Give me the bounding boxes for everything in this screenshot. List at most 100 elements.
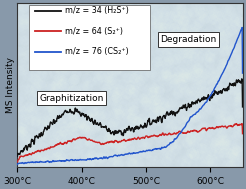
Point <box>225 48 229 51</box>
Point <box>202 125 206 128</box>
Point <box>180 60 184 63</box>
Point <box>140 88 144 91</box>
Point <box>208 55 212 58</box>
Point <box>62 116 66 119</box>
Point <box>235 142 239 145</box>
Point <box>142 91 146 94</box>
Point <box>239 96 243 99</box>
Point <box>211 58 215 61</box>
Point <box>223 69 227 72</box>
Point <box>219 91 223 94</box>
Point <box>203 77 207 80</box>
Point <box>88 20 92 23</box>
Point <box>59 97 62 100</box>
Point <box>125 120 129 123</box>
Point <box>56 87 60 90</box>
Point <box>89 140 93 143</box>
Point <box>110 36 114 39</box>
Point <box>70 47 74 50</box>
Point <box>211 121 215 124</box>
Point <box>142 27 146 30</box>
Point <box>21 17 25 20</box>
Point <box>32 50 36 53</box>
Point <box>131 34 135 37</box>
Point <box>125 115 129 118</box>
Point <box>156 47 160 50</box>
Point <box>110 129 114 132</box>
Point <box>153 105 157 108</box>
Point <box>234 34 238 37</box>
Point <box>136 14 139 17</box>
Point <box>104 99 108 102</box>
Point <box>193 60 197 63</box>
Point <box>27 120 31 123</box>
Point <box>19 50 23 53</box>
Point <box>144 57 148 60</box>
Point <box>51 103 55 106</box>
Point <box>224 8 228 11</box>
Point <box>179 29 183 33</box>
Point <box>195 49 199 52</box>
Point <box>215 39 218 42</box>
Point <box>218 159 222 162</box>
Point <box>177 36 181 39</box>
Point <box>87 39 91 42</box>
Point <box>156 17 160 20</box>
Point <box>112 122 116 125</box>
Point <box>16 85 20 88</box>
Point <box>188 151 192 154</box>
Point <box>92 21 95 24</box>
Point <box>174 22 178 25</box>
Point <box>92 52 95 55</box>
Point <box>67 128 71 131</box>
Point <box>134 84 138 88</box>
Point <box>91 150 95 153</box>
Point <box>89 82 93 85</box>
Point <box>188 139 192 142</box>
Point <box>98 139 102 142</box>
Point <box>46 23 50 26</box>
Point <box>133 48 137 51</box>
Point <box>223 143 227 146</box>
Point <box>25 53 29 56</box>
Point <box>80 126 84 129</box>
Point <box>106 141 109 144</box>
Point <box>199 82 203 85</box>
Point <box>91 30 94 33</box>
Point <box>72 30 76 33</box>
Point <box>120 129 124 132</box>
Point <box>150 23 154 26</box>
Point <box>185 134 189 137</box>
Point <box>186 86 190 89</box>
Point <box>103 87 107 90</box>
Point <box>194 25 198 28</box>
Point <box>195 147 199 150</box>
Point <box>51 110 55 113</box>
Point <box>72 108 76 111</box>
Point <box>60 74 64 77</box>
Point <box>205 79 209 82</box>
Point <box>22 6 26 9</box>
Point <box>122 71 126 74</box>
Point <box>30 153 33 156</box>
Point <box>54 115 58 118</box>
Point <box>68 26 72 29</box>
Point <box>125 134 129 137</box>
Point <box>223 127 227 130</box>
Point <box>24 165 28 168</box>
Point <box>236 106 240 109</box>
Point <box>46 19 50 22</box>
Point <box>80 100 84 103</box>
Point <box>48 47 52 50</box>
Point <box>171 122 175 125</box>
Point <box>208 18 212 21</box>
Point <box>196 65 200 68</box>
Text: m/z = 64 (S₂⁺): m/z = 64 (S₂⁺) <box>65 27 123 36</box>
Point <box>161 79 165 82</box>
Point <box>129 45 133 48</box>
Point <box>135 63 139 66</box>
Point <box>178 39 182 42</box>
Point <box>143 40 147 43</box>
Point <box>87 97 91 100</box>
Point <box>95 105 99 108</box>
